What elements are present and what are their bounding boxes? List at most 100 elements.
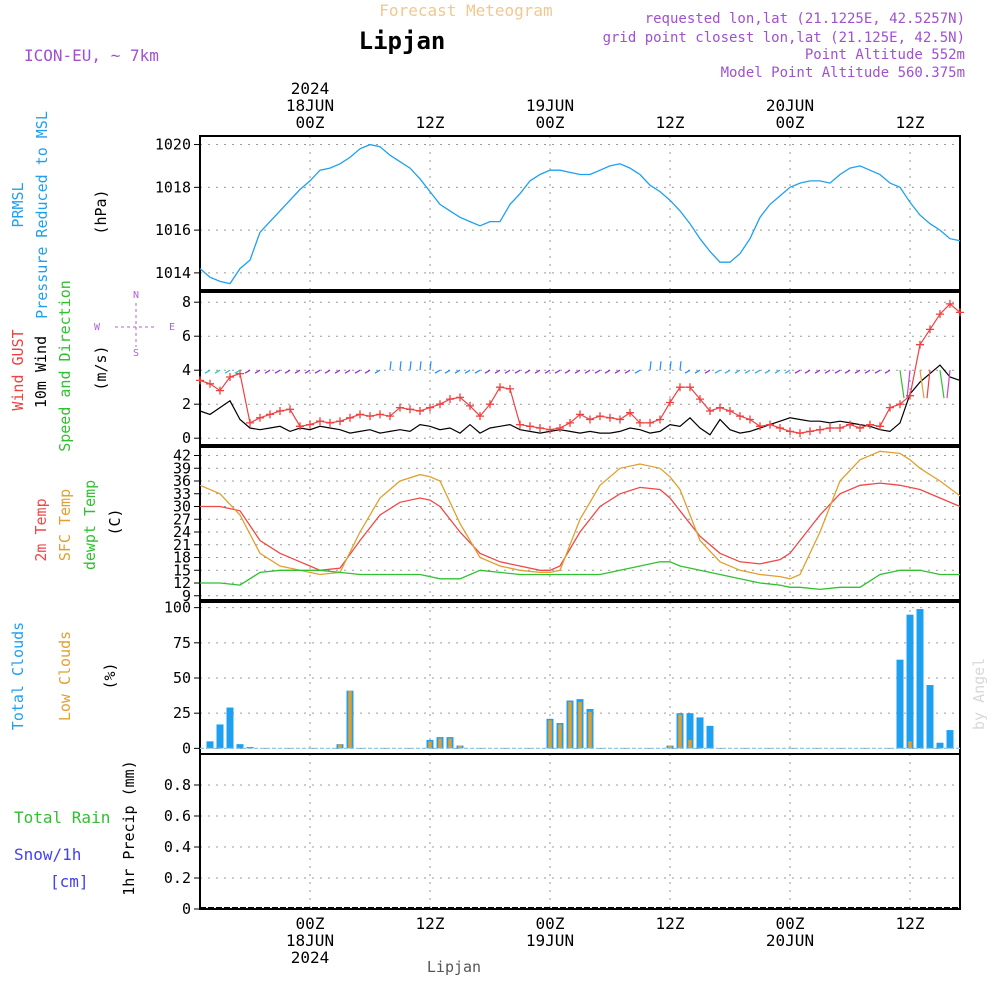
pressure-ytick-label: 1020 — [155, 136, 191, 154]
compass-letter: W — [94, 322, 101, 333]
wind-direction-arrow — [884, 369, 891, 374]
gust-marker — [536, 424, 544, 432]
wind-direction-arrow — [274, 369, 281, 374]
wind-direction-arrow — [314, 369, 321, 374]
precip-ytick-label: 0.4 — [164, 838, 191, 856]
gust-marker — [236, 369, 244, 378]
gust-marker — [866, 420, 874, 429]
axis-label: SFC Temp — [56, 489, 74, 561]
wind-direction-arrow — [764, 369, 771, 374]
wind-panel: 0 2 4 6 8 — [182, 291, 964, 447]
wind-direction-arrow — [294, 369, 301, 374]
time-label: 12Z — [416, 914, 445, 933]
temperature-ytick-label: 33 — [173, 485, 191, 503]
wind-direction-arrow — [804, 369, 811, 374]
axis-label: Pressure Reduced to MSL — [33, 111, 51, 319]
axis-label: Speed and Direction — [56, 280, 74, 452]
gust-marker — [416, 407, 424, 415]
wind-direction-arrow — [304, 369, 311, 374]
wind-direction-arrow — [419, 361, 422, 371]
gust-marker — [506, 384, 514, 393]
credit-watermark: by Angel — [970, 658, 988, 730]
wind-direction-arrow — [324, 369, 331, 374]
axis-label: (hPa) — [92, 189, 110, 234]
gust-marker — [806, 427, 814, 436]
grid-point-coords: grid point closest lon,lat (21.125E, 42.… — [603, 30, 965, 46]
wind-direction-arrow — [429, 361, 432, 371]
gust-marker — [436, 400, 444, 409]
wind-direction-arrow — [584, 369, 591, 374]
total-cloud-bar — [916, 609, 924, 749]
clouds-ytick-label: 25 — [173, 704, 191, 722]
temperature-ytick-label: 15 — [173, 561, 191, 579]
gust-marker — [646, 418, 654, 427]
time-label: 12Z — [896, 914, 925, 933]
gust-marker — [206, 379, 214, 388]
gust-marker — [786, 427, 794, 436]
temp-sfc-line — [199, 450, 961, 580]
wind-direction-arrow — [254, 369, 261, 374]
gust-marker — [306, 420, 314, 429]
low-cloud-bar — [348, 690, 352, 749]
time-label: 12Z — [656, 113, 685, 132]
gust-marker — [226, 373, 234, 381]
gust-marker — [676, 383, 684, 392]
gust-marker — [246, 418, 254, 427]
clouds-ytick-label: 0 — [182, 739, 191, 757]
wind-direction-arrow — [574, 369, 581, 374]
gust-marker — [896, 400, 904, 409]
total-cloud-bar — [936, 742, 944, 749]
gust-marker — [836, 424, 844, 432]
clouds-ytick-label: 100 — [164, 599, 191, 617]
axis-label: 10m Wind — [32, 336, 50, 408]
gust-marker — [736, 412, 744, 421]
wind-direction-arrow — [484, 369, 491, 374]
gust-marker — [316, 417, 324, 426]
temperature-ytick-label: 42 — [173, 447, 191, 465]
gust-marker — [446, 395, 454, 404]
precip-legend: [cm] — [50, 872, 89, 891]
gust-marker — [666, 398, 674, 407]
gust-marker — [886, 403, 894, 412]
pressure-ytick-label: 1016 — [155, 221, 191, 239]
gust-marker — [516, 420, 524, 429]
wind-direction-arrow — [434, 369, 441, 374]
compass-letter: E — [169, 322, 175, 333]
low-cloud-bar — [568, 701, 572, 749]
gust-marker — [366, 412, 374, 421]
total-cloud-bar — [906, 614, 914, 749]
wind-direction-arrow — [784, 369, 791, 374]
precip-ytick-label: 0.2 — [164, 869, 191, 887]
gust-marker — [386, 412, 394, 421]
wind-direction-arrow — [714, 369, 721, 374]
time-label: 2024 — [291, 948, 330, 967]
wind-direction-arrow — [544, 369, 551, 374]
gust-marker — [566, 418, 574, 427]
gust-marker — [556, 424, 564, 432]
wind-direction-arrow — [814, 369, 821, 374]
low-cloud-bar — [588, 711, 592, 749]
wind-direction-arrow — [634, 369, 641, 374]
gust-marker — [486, 400, 494, 409]
wind-direction-arrow — [534, 369, 541, 374]
wind-direction-arrow — [554, 369, 561, 374]
gust-marker — [496, 383, 504, 392]
gust-marker — [426, 403, 434, 412]
wind-direction-arrow — [906, 370, 911, 399]
wind-direction-arrow — [684, 369, 691, 374]
gust-marker — [706, 407, 714, 415]
time-label: 00Z — [536, 113, 565, 132]
gust-marker — [956, 308, 964, 317]
axis-label: PRMSL — [9, 182, 27, 227]
wind-direction-arrow — [204, 369, 211, 374]
gust-marker — [776, 424, 784, 432]
gust-marker — [756, 422, 764, 431]
wind-direction-arrow — [399, 361, 402, 371]
wind-ytick-label: 4 — [182, 361, 191, 379]
low-cloud-bar — [668, 745, 672, 749]
gust-marker — [596, 412, 604, 421]
wind-direction-arrow — [594, 369, 601, 374]
total-cloud-bar — [246, 746, 254, 749]
